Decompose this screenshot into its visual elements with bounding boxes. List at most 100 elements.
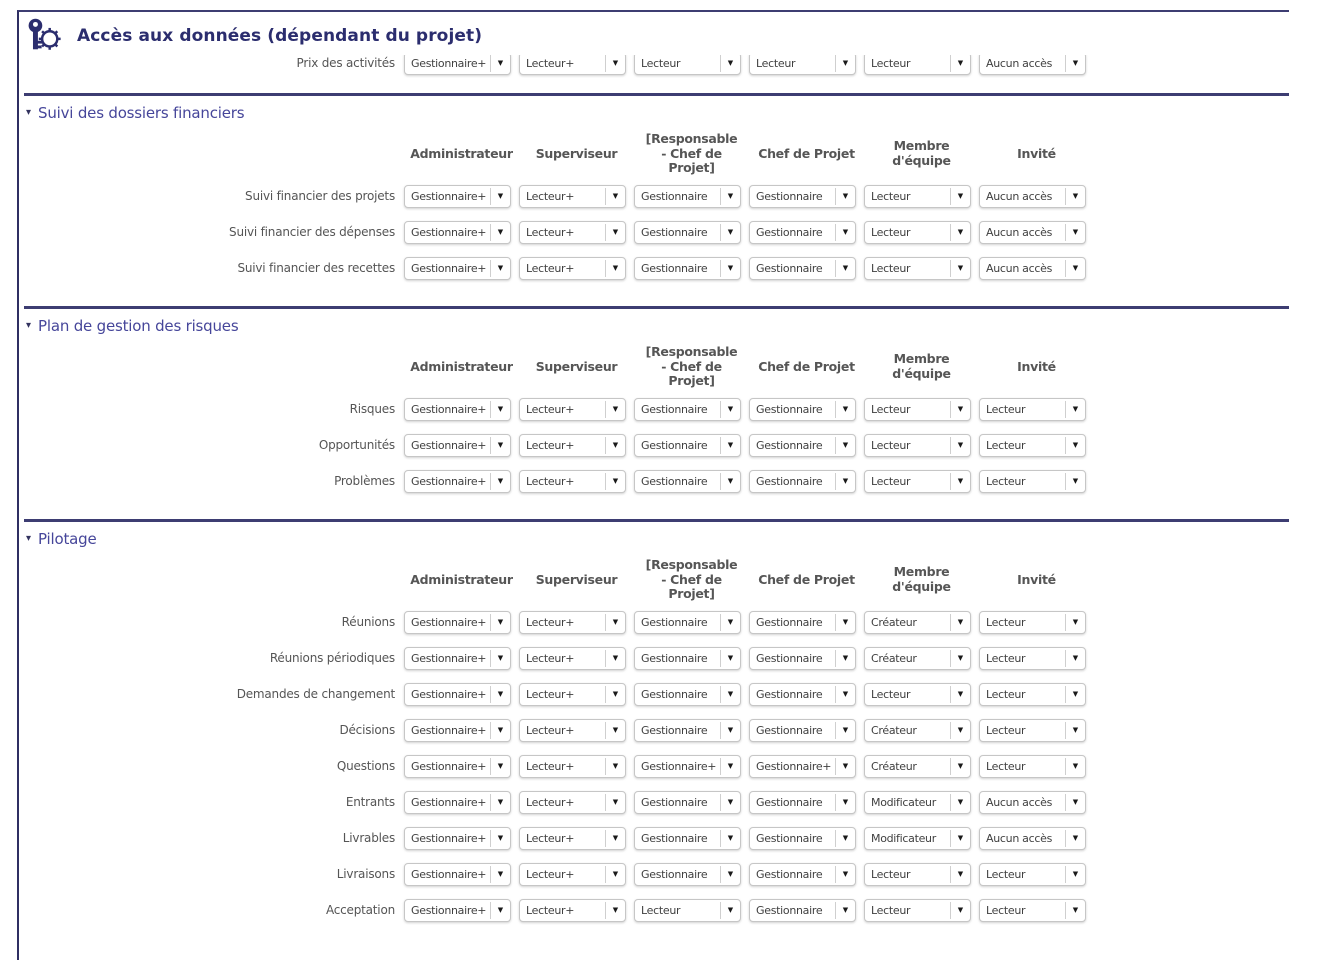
permission-dropdown[interactable]: Lecteur+ ▼ bbox=[519, 256, 626, 280]
permission-dropdown[interactable]: Lecteur+ ▼ bbox=[519, 862, 626, 886]
collapse-arrow-icon[interactable]: ▾ bbox=[26, 533, 32, 544]
permission-dropdown[interactable]: Lecteur ▼ bbox=[864, 397, 971, 421]
permission-dropdown[interactable]: Lecteur ▼ bbox=[979, 898, 1086, 922]
permission-dropdown[interactable]: Gestionnaire+ ▼ bbox=[749, 754, 856, 778]
permission-dropdown[interactable]: Lecteur ▼ bbox=[979, 397, 1086, 421]
permission-dropdown[interactable]: Lecteur+ ▼ bbox=[519, 469, 626, 493]
permission-dropdown[interactable]: Gestionnaire+ ▼ bbox=[404, 220, 511, 244]
permission-dropdown[interactable]: Gestionnaire ▼ bbox=[634, 397, 741, 421]
permission-dropdown[interactable]: Créateur ▼ bbox=[864, 754, 971, 778]
permission-dropdown[interactable]: Gestionnaire ▼ bbox=[749, 469, 856, 493]
collapse-arrow-icon[interactable]: ▾ bbox=[26, 107, 32, 118]
permission-dropdown[interactable]: Lecteur ▼ bbox=[979, 646, 1086, 670]
permission-dropdown[interactable]: Gestionnaire ▼ bbox=[634, 610, 741, 634]
permission-dropdown[interactable]: Lecteur ▼ bbox=[864, 682, 971, 706]
permission-dropdown[interactable]: Gestionnaire+ ▼ bbox=[404, 862, 511, 886]
permission-dropdown[interactable]: Gestionnaire ▼ bbox=[749, 220, 856, 244]
permission-dropdown[interactable]: Lecteur ▼ bbox=[864, 898, 971, 922]
permission-dropdown[interactable]: Lecteur ▼ bbox=[864, 184, 971, 208]
permission-dropdown[interactable]: Créateur ▼ bbox=[864, 718, 971, 742]
permission-dropdown[interactable]: Gestionnaire ▼ bbox=[749, 718, 856, 742]
section-title-row[interactable]: ▾ Suivi des dossiers financiers bbox=[26, 104, 1289, 122]
permission-dropdown[interactable]: Aucun accès ▼ bbox=[979, 220, 1086, 244]
permission-dropdown[interactable]: Gestionnaire ▼ bbox=[634, 184, 741, 208]
permission-dropdown[interactable]: Gestionnaire ▼ bbox=[749, 826, 856, 850]
permission-dropdown[interactable]: Créateur ▼ bbox=[864, 610, 971, 634]
permission-dropdown[interactable]: Lecteur ▼ bbox=[634, 898, 741, 922]
permission-dropdown[interactable]: Modificateur ▼ bbox=[864, 826, 971, 850]
permission-dropdown[interactable]: Lecteur+ ▼ bbox=[519, 682, 626, 706]
permission-dropdown[interactable]: Gestionnaire+ ▼ bbox=[404, 790, 511, 814]
permission-dropdown[interactable]: Lecteur ▼ bbox=[634, 51, 741, 75]
permission-dropdown[interactable]: Gestionnaire+ ▼ bbox=[404, 256, 511, 280]
permission-dropdown[interactable]: Lecteur ▼ bbox=[979, 862, 1086, 886]
permission-dropdown[interactable]: Gestionnaire+ ▼ bbox=[404, 610, 511, 634]
permission-dropdown[interactable]: Gestionnaire ▼ bbox=[749, 184, 856, 208]
permission-dropdown[interactable]: Gestionnaire ▼ bbox=[634, 646, 741, 670]
permission-dropdown[interactable]: Gestionnaire+ ▼ bbox=[404, 184, 511, 208]
permission-dropdown[interactable]: Gestionnaire ▼ bbox=[749, 862, 856, 886]
permission-dropdown[interactable]: Gestionnaire+ ▼ bbox=[404, 433, 511, 457]
permission-dropdown[interactable]: Gestionnaire ▼ bbox=[749, 397, 856, 421]
permission-dropdown[interactable]: Aucun accès ▼ bbox=[979, 184, 1086, 208]
dropdown-selected-value: Lecteur+ bbox=[526, 903, 575, 917]
permission-dropdown[interactable]: Lecteur+ ▼ bbox=[519, 790, 626, 814]
permission-dropdown[interactable]: Lecteur ▼ bbox=[979, 433, 1086, 457]
permission-dropdown[interactable]: Gestionnaire ▼ bbox=[749, 610, 856, 634]
permission-dropdown[interactable]: Lecteur ▼ bbox=[979, 754, 1086, 778]
permission-dropdown[interactable]: Lecteur ▼ bbox=[979, 718, 1086, 742]
collapse-arrow-icon[interactable]: ▾ bbox=[26, 320, 32, 331]
permission-dropdown[interactable]: Lecteur ▼ bbox=[864, 256, 971, 280]
permission-dropdown[interactable]: Lecteur+ ▼ bbox=[519, 898, 626, 922]
permission-dropdown[interactable]: Gestionnaire ▼ bbox=[634, 220, 741, 244]
permission-dropdown[interactable]: Gestionnaire+ ▼ bbox=[404, 397, 511, 421]
permission-dropdown[interactable]: Gestionnaire+ ▼ bbox=[404, 469, 511, 493]
permission-dropdown[interactable]: Lecteur+ ▼ bbox=[519, 610, 626, 634]
permission-dropdown[interactable]: Gestionnaire+ ▼ bbox=[404, 754, 511, 778]
permission-dropdown[interactable]: Lecteur+ ▼ bbox=[519, 754, 626, 778]
permission-dropdown[interactable]: Lecteur ▼ bbox=[979, 469, 1086, 493]
permission-dropdown[interactable]: Aucun accès ▼ bbox=[979, 790, 1086, 814]
permission-dropdown[interactable]: Gestionnaire ▼ bbox=[749, 433, 856, 457]
permission-dropdown[interactable]: Lecteur+ ▼ bbox=[519, 826, 626, 850]
permission-dropdown[interactable]: Gestionnaire ▼ bbox=[634, 682, 741, 706]
permission-dropdown[interactable]: Lecteur ▼ bbox=[979, 682, 1086, 706]
permission-dropdown[interactable]: Gestionnaire ▼ bbox=[749, 898, 856, 922]
permission-dropdown[interactable]: Gestionnaire ▼ bbox=[749, 790, 856, 814]
permission-dropdown[interactable]: Modificateur ▼ bbox=[864, 790, 971, 814]
permission-dropdown[interactable]: Gestionnaire+ ▼ bbox=[404, 646, 511, 670]
permission-dropdown[interactable]: Gestionnaire ▼ bbox=[634, 256, 741, 280]
permission-dropdown[interactable]: Aucun accès ▼ bbox=[979, 256, 1086, 280]
permission-dropdown[interactable]: Gestionnaire+ ▼ bbox=[404, 51, 511, 75]
permission-dropdown[interactable]: Gestionnaire ▼ bbox=[634, 790, 741, 814]
permission-dropdown[interactable]: Lecteur+ ▼ bbox=[519, 184, 626, 208]
permission-dropdown[interactable]: Lecteur+ ▼ bbox=[519, 433, 626, 457]
permission-dropdown[interactable]: Lecteur ▼ bbox=[864, 469, 971, 493]
permission-dropdown[interactable]: Gestionnaire+ ▼ bbox=[404, 826, 511, 850]
permission-dropdown[interactable]: Lecteur ▼ bbox=[864, 220, 971, 244]
permission-dropdown[interactable]: Gestionnaire ▼ bbox=[749, 256, 856, 280]
permission-dropdown[interactable]: Lecteur+ ▼ bbox=[519, 220, 626, 244]
permission-dropdown[interactable]: Lecteur+ ▼ bbox=[519, 397, 626, 421]
permission-dropdown[interactable]: Gestionnaire+ ▼ bbox=[404, 898, 511, 922]
permission-dropdown[interactable]: Lecteur+ ▼ bbox=[519, 718, 626, 742]
permission-dropdown[interactable]: Lecteur ▼ bbox=[864, 433, 971, 457]
permission-dropdown[interactable]: Gestionnaire ▼ bbox=[749, 646, 856, 670]
permission-dropdown[interactable]: Gestionnaire ▼ bbox=[634, 718, 741, 742]
section-title-row[interactable]: ▾ Pilotage bbox=[26, 530, 1289, 548]
permission-dropdown[interactable]: Gestionnaire ▼ bbox=[749, 682, 856, 706]
permission-dropdown[interactable]: Lecteur ▼ bbox=[864, 862, 971, 886]
permission-dropdown[interactable]: Gestionnaire ▼ bbox=[634, 469, 741, 493]
section-title-row[interactable]: ▾ Plan de gestion des risques bbox=[26, 317, 1289, 335]
permission-dropdown[interactable]: Lecteur+ ▼ bbox=[519, 646, 626, 670]
permission-dropdown[interactable]: Gestionnaire ▼ bbox=[634, 862, 741, 886]
permission-dropdown[interactable]: Gestionnaire ▼ bbox=[634, 433, 741, 457]
permission-dropdown[interactable]: Gestionnaire+ ▼ bbox=[404, 682, 511, 706]
permission-dropdown[interactable]: Aucun accès ▼ bbox=[979, 826, 1086, 850]
permission-dropdown[interactable]: Créateur ▼ bbox=[864, 646, 971, 670]
permission-dropdown[interactable]: Gestionnaire+ ▼ bbox=[634, 754, 741, 778]
permission-dropdown[interactable]: Gestionnaire ▼ bbox=[634, 826, 741, 850]
permission-dropdown[interactable]: Lecteur ▼ bbox=[749, 51, 856, 75]
permission-dropdown[interactable]: Lecteur ▼ bbox=[979, 610, 1086, 634]
permission-dropdown[interactable]: Gestionnaire+ ▼ bbox=[404, 718, 511, 742]
